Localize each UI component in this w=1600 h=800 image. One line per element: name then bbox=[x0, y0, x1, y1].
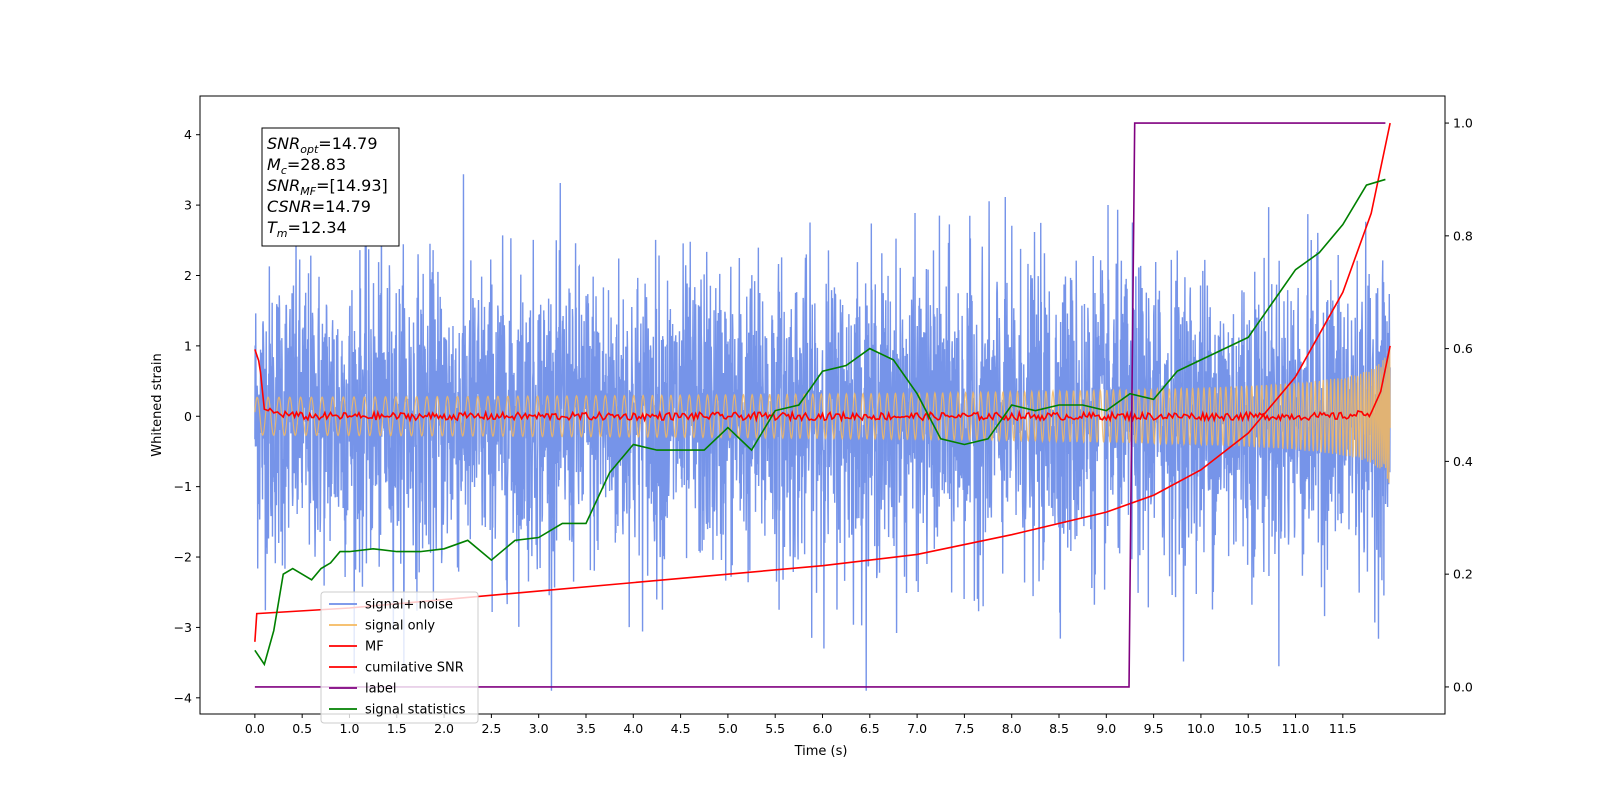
x-tick-label: 5.5 bbox=[765, 721, 785, 736]
y2-tick-label: 0.2 bbox=[1453, 567, 1473, 582]
legend-label: signal statistics bbox=[365, 703, 466, 718]
x-tick-label: 7.5 bbox=[954, 721, 974, 736]
x-tick-label: 4.0 bbox=[623, 721, 643, 736]
y-tick-label: −1 bbox=[174, 479, 192, 494]
y2-tick-label: 0.6 bbox=[1453, 341, 1473, 356]
x-tick-label: 10.5 bbox=[1234, 721, 1262, 736]
x-tick-label: 3.5 bbox=[576, 721, 596, 736]
y-axis-left: −4 −3 −2 −1 0 1 2 3 4 bbox=[174, 127, 200, 705]
y-tick-label: 4 bbox=[184, 127, 192, 142]
legend-label: label bbox=[365, 682, 396, 697]
y-tick-label: 1 bbox=[184, 338, 192, 353]
x-tick-label: 10.0 bbox=[1187, 721, 1215, 736]
y-axis-right: 0.0 0.2 0.4 0.6 0.8 1.0 bbox=[1445, 116, 1473, 694]
series-signal-only-line bbox=[254, 347, 1391, 483]
y-tick-label: 2 bbox=[184, 268, 192, 283]
legend-frame bbox=[320, 591, 479, 724]
y-tick-label: −4 bbox=[174, 690, 192, 705]
x-tick-label: 0.5 bbox=[292, 721, 312, 736]
x-tick-label: 5.0 bbox=[718, 721, 738, 736]
y-tick-label: −2 bbox=[174, 550, 192, 565]
annotation-box: SNRopt=14.79Mc=28.83SNRMF=[14.93]CSNR=14… bbox=[261, 127, 400, 247]
legend-label: cumilative SNR bbox=[365, 661, 464, 676]
x-tick-label: 6.5 bbox=[860, 721, 880, 736]
x-tick-label: 2.5 bbox=[481, 721, 501, 736]
x-tick-label: 7.0 bbox=[907, 721, 927, 736]
legend: signal+ noise signal only MF cumilative SNR… bbox=[320, 591, 479, 724]
legend-label: signal only bbox=[365, 619, 435, 634]
y2-tick-label: 0.8 bbox=[1453, 228, 1473, 243]
x-tick-label: 6.0 bbox=[813, 721, 833, 736]
y-tick-label: −3 bbox=[174, 620, 192, 635]
x-tick-label: 11.5 bbox=[1329, 721, 1357, 736]
annotation-line: Mc=28.83 bbox=[267, 155, 346, 177]
x-tick-label: 8.0 bbox=[1002, 721, 1022, 736]
x-tick-label: 0.0 bbox=[245, 721, 265, 736]
y2-tick-label: 1.0 bbox=[1453, 116, 1473, 131]
series-mf-line bbox=[254, 345, 1391, 423]
y-tick-label: 3 bbox=[184, 198, 192, 213]
annotation-line: CSNR=14.79 bbox=[267, 197, 371, 216]
x-tick-label: 11.0 bbox=[1282, 721, 1310, 736]
annotation-line: SNRopt=14.79 bbox=[267, 134, 378, 156]
legend-label: signal+ noise bbox=[365, 598, 453, 613]
x-axis-title: Time (s) bbox=[794, 744, 848, 759]
x-tick-label: 3.0 bbox=[529, 721, 549, 736]
series-label-line bbox=[254, 122, 1386, 688]
annotation-line: SNRMF=[14.93] bbox=[267, 176, 388, 198]
x-tick-label: 4.5 bbox=[671, 721, 691, 736]
annotation-line: Tm=12.34 bbox=[267, 218, 347, 240]
x-tick-label: 9.5 bbox=[1144, 721, 1164, 736]
x-tick-label: 1.5 bbox=[387, 721, 407, 736]
x-tick-label: 9.0 bbox=[1096, 721, 1116, 736]
x-tick-label: 2.0 bbox=[434, 721, 454, 736]
legend-label: MF bbox=[365, 640, 384, 655]
series-signal-statistics-line bbox=[254, 178, 1386, 667]
annotation-frame bbox=[261, 127, 400, 247]
y-axis-title: Whitened strain bbox=[150, 353, 165, 456]
x-axis: 0.0 0.5 1.0 1.5 2.0 2.5 3.0 3.5 4.0 4.5 5.0 5.5 6.0 6… bbox=[245, 714, 1357, 736]
x-tick-label: 1.0 bbox=[340, 721, 360, 736]
x-tick-label: 8.5 bbox=[1049, 721, 1069, 736]
y2-tick-label: 0.4 bbox=[1453, 454, 1473, 469]
y2-tick-label: 0.0 bbox=[1453, 679, 1473, 694]
y-tick-label: 0 bbox=[184, 409, 192, 424]
